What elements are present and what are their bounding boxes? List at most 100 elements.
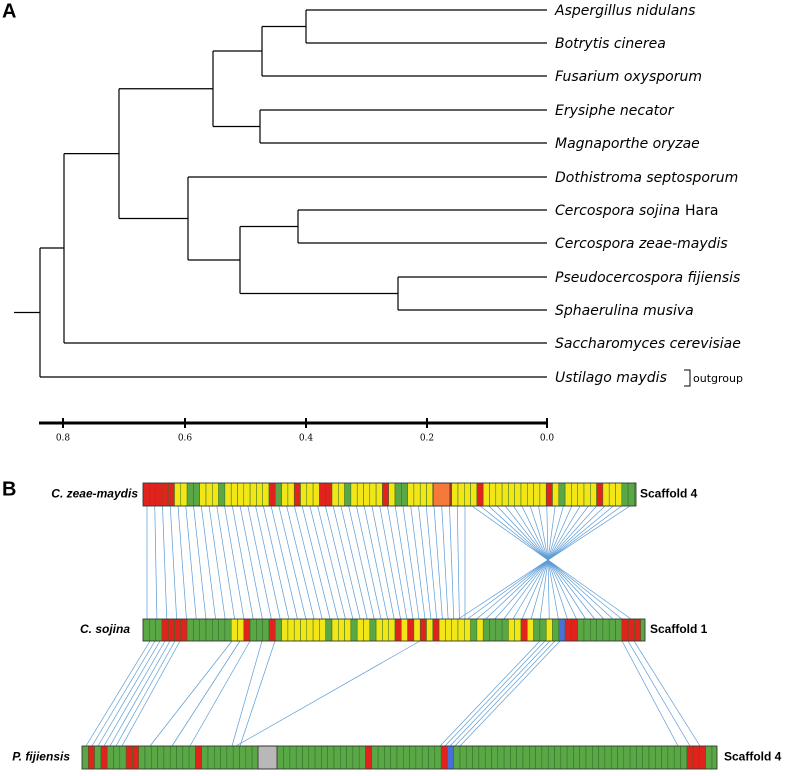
gene-block: [529, 745, 536, 770]
gene-block: [527, 618, 534, 642]
tick-label: 0.6: [178, 434, 193, 444]
gene-block: [426, 618, 434, 642]
link: [348, 505, 375, 620]
link: [449, 505, 455, 620]
gene-block: [661, 745, 669, 770]
link: [97, 640, 161, 747]
gene-block: [256, 618, 263, 642]
gene-block: [491, 745, 499, 770]
gene-block: [350, 482, 358, 507]
gene-block: [438, 618, 446, 642]
gene-block: [224, 482, 232, 507]
gene-block: [281, 618, 289, 642]
gene-block: [705, 745, 713, 770]
gene-block: [667, 745, 675, 770]
gene-block: [161, 482, 169, 507]
gene-block: [545, 482, 553, 507]
gene-block: [464, 482, 471, 507]
gene-block: [157, 745, 165, 770]
gene-block: [554, 745, 562, 770]
scaffold-label: Scaffold 4: [640, 487, 698, 501]
gene-block: [239, 745, 247, 770]
gene-block: [352, 745, 360, 770]
gene-block: [275, 618, 282, 642]
species-label: C. sojina: [80, 622, 130, 636]
link: [529, 505, 568, 620]
gene-block: [552, 482, 560, 507]
link: [538, 505, 559, 620]
gene-block: [375, 482, 383, 507]
species-name: Saccharomyces cerevisiae: [555, 336, 741, 352]
gene-block: [482, 482, 490, 507]
gene-block: [579, 745, 587, 770]
gene-block: [464, 618, 471, 642]
link: [231, 505, 254, 620]
link: [379, 505, 401, 620]
gene-block: [407, 482, 415, 507]
gene-block: [577, 618, 585, 642]
gene-block: [388, 482, 396, 507]
leaf-label: Cercospora zeae-maydis: [555, 236, 728, 252]
gene-block: [520, 482, 528, 507]
gene-block: [333, 745, 341, 770]
gene-block: [516, 745, 524, 770]
gene-block: [434, 745, 442, 770]
gene-block: [470, 482, 478, 507]
leaf-label: Aspergillus nidulans: [554, 3, 695, 19]
link: [91, 640, 156, 747]
link: [115, 640, 176, 747]
gene-block: [287, 618, 295, 642]
gene-block: [218, 618, 226, 642]
gene-block: [428, 745, 436, 770]
gene-block: [503, 745, 511, 770]
gene-block: [340, 745, 347, 770]
gene-block: [403, 745, 410, 770]
panel-label: A: [2, 0, 16, 22]
gene-block: [306, 618, 314, 642]
gene-block: [174, 482, 182, 507]
gene-block: [401, 482, 408, 507]
link: [456, 505, 460, 620]
gene-block: [451, 618, 459, 642]
gene-block: [692, 745, 700, 770]
scaffold-outline: [142, 618, 646, 642]
gene-block: [306, 482, 314, 507]
gene-block: [186, 618, 194, 642]
gene-block: [119, 745, 127, 770]
link: [208, 505, 226, 620]
gene-block: [407, 618, 415, 642]
link: [539, 505, 556, 620]
gene-block: [478, 745, 486, 770]
gene-block: [356, 482, 364, 507]
gene-block: [230, 618, 238, 642]
gene-block: [583, 618, 591, 642]
link: [418, 505, 432, 620]
gene-block: [350, 618, 358, 642]
gene-block: [331, 482, 339, 507]
link: [387, 505, 408, 620]
link: [371, 505, 395, 620]
gene-block: [514, 618, 522, 642]
gene-block: [627, 618, 635, 642]
gene-block: [472, 745, 480, 770]
gene-block: [686, 745, 694, 770]
gene-block: [363, 618, 371, 642]
link: [394, 505, 414, 620]
link: [200, 505, 216, 620]
branch: [239, 225, 398, 295]
link: [363, 505, 389, 620]
gene-block: [520, 618, 528, 642]
gene-block: [212, 482, 219, 507]
gene-block: [167, 618, 175, 642]
gene-block: [377, 745, 385, 770]
species-name: Pseudocercospora fijiensis: [555, 270, 740, 286]
link: [627, 640, 691, 747]
gene-block: [508, 482, 515, 507]
gene-block: [314, 745, 322, 770]
gene-block: [149, 482, 156, 507]
gene-block: [249, 482, 257, 507]
scale-axis: 0.8 0.6 0.4 0.2 0.0: [39, 418, 554, 444]
gene-block: [382, 618, 389, 642]
gene-block: [201, 745, 209, 770]
gene-block: [655, 745, 662, 770]
